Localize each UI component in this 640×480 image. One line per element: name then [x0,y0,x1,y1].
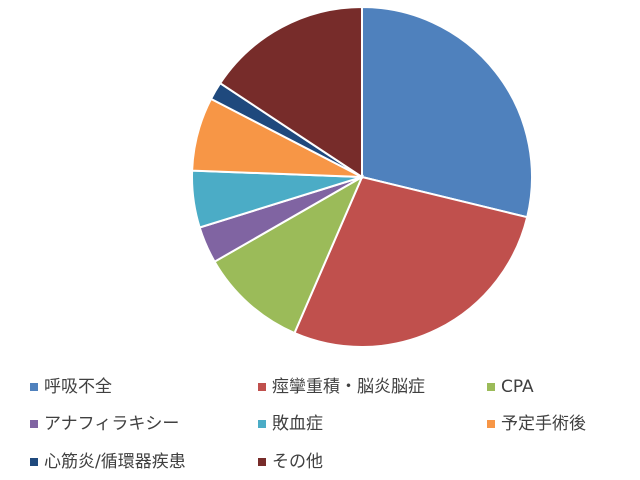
pie-slice [213,174,365,335]
legend-marker [30,458,38,466]
legend-marker [487,383,495,391]
legend-label: 心筋炎/循環器疾患 [44,452,186,472]
legend-label: CPA [501,377,534,397]
legend-marker [258,420,266,428]
pie-slice [218,5,363,179]
legend-label: 敗血症 [272,414,323,434]
legend-marker [258,383,266,391]
pie-slice [293,175,529,348]
legend-label: 痙攣重積・脳炎脳症 [272,377,425,397]
legend-label: 呼吸不全 [44,377,112,397]
legend-marker [487,420,495,428]
legend-label: アナフィラキシー [44,414,179,434]
pie-slice [361,5,533,219]
legend-label: 予定手術後 [501,414,586,434]
legend-marker [30,383,38,391]
legend-marker [30,420,38,428]
legend-label: その他 [272,452,323,472]
legend-marker [258,458,266,466]
